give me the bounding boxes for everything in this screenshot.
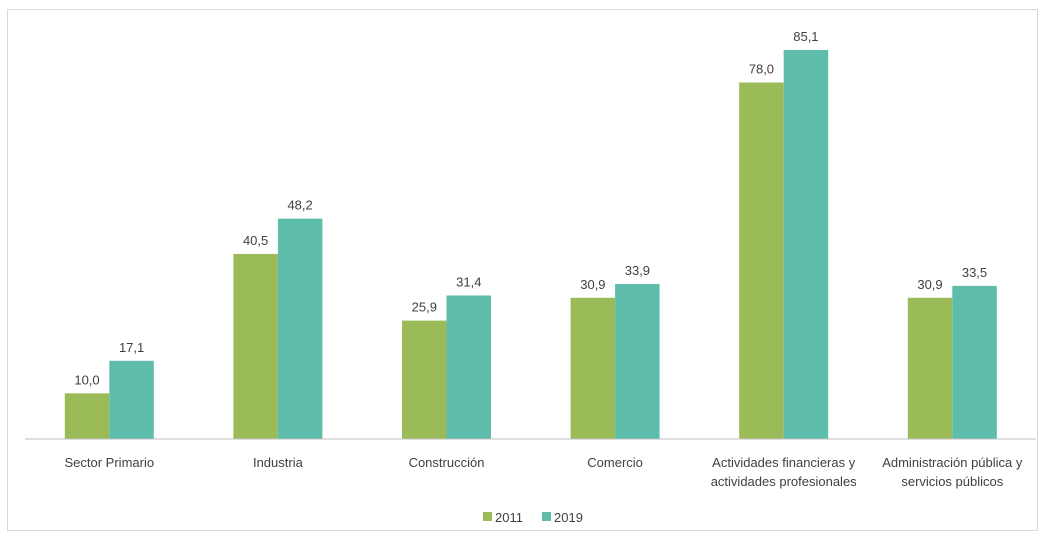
data-label-2011-3: 30,9 <box>580 277 605 292</box>
category-labels-layer: Sector Primario Industria Construcción Come… <box>65 455 1023 489</box>
bar-2019-0 <box>109 360 154 439</box>
legend: 2011 2019 <box>483 510 583 525</box>
category-label-4-0: Actividades financieras y <box>712 455 856 470</box>
category-label-5-1: servicios públicos <box>901 474 1003 489</box>
bar-2011-0 <box>64 393 110 439</box>
data-label-2019-0: 17,1 <box>119 340 144 355</box>
bars-layer <box>64 50 997 439</box>
legend-label-2011: 2011 <box>495 510 523 525</box>
bar-2011-5 <box>907 297 953 439</box>
category-label-0-0: Sector Primario <box>65 455 155 470</box>
category-label-5-0: Administración pública y <box>882 455 1023 470</box>
category-label-2-0: Construcción <box>409 455 485 470</box>
data-label-2011-4: 78,0 <box>749 62 774 77</box>
data-label-2011-0: 10,0 <box>74 372 99 387</box>
bar-2019-5 <box>952 285 997 439</box>
data-labels-layer: 10,0 17,1 40,5 48,2 25,9 31,4 30,9 33,9 78,0 85,1… <box>74 29 987 387</box>
bar-2019-2 <box>446 295 491 439</box>
legend-swatch-2011 <box>483 512 492 521</box>
chart-frame <box>7 9 1038 531</box>
data-label-2019-5: 33,5 <box>962 265 987 280</box>
data-label-2011-5: 30,9 <box>917 277 942 292</box>
bar-2019-1 <box>277 218 323 439</box>
category-label-1-0: Industria <box>253 455 304 470</box>
bar-2019-3 <box>615 284 660 439</box>
bar-2011-4 <box>739 82 784 439</box>
legend-label-2019: 2019 <box>554 510 583 525</box>
data-label-2019-3: 33,9 <box>625 263 650 278</box>
legend-swatch-2019 <box>542 512 551 521</box>
bar-2019-4 <box>783 50 829 439</box>
data-label-2011-1: 40,5 <box>243 233 268 248</box>
bar-2011-3 <box>570 297 616 439</box>
data-label-2019-1: 48,2 <box>287 198 312 213</box>
data-label-2019-2: 31,4 <box>456 275 481 290</box>
bar-2011-1 <box>233 253 278 439</box>
category-label-3-0: Comercio <box>587 455 643 470</box>
data-label-2019-4: 85,1 <box>793 29 818 44</box>
bar-2011-2 <box>402 320 447 439</box>
data-label-2011-2: 25,9 <box>412 300 437 315</box>
category-label-4-1: actividades profesionales <box>711 474 857 489</box>
